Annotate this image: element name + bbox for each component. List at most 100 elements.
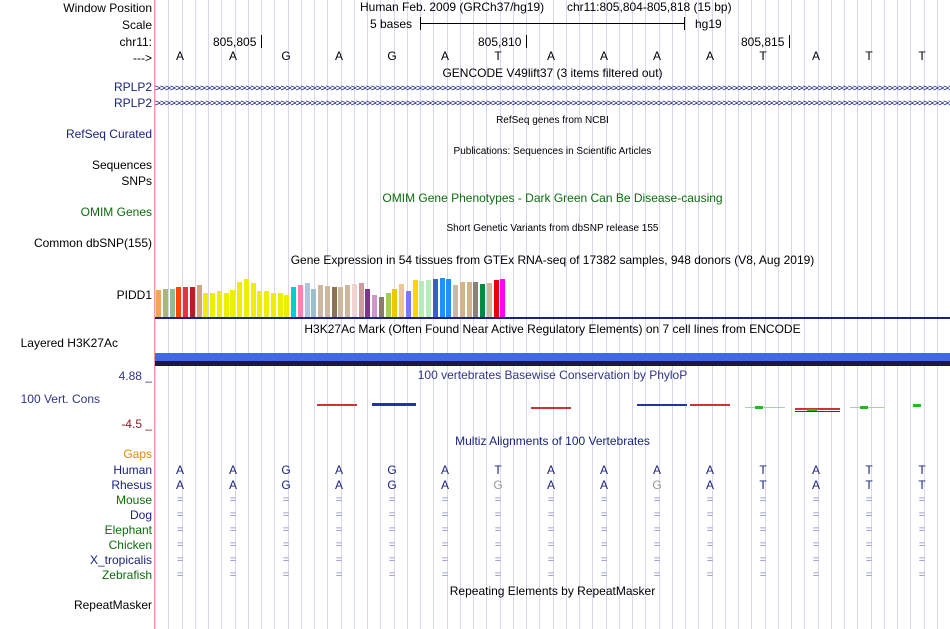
gtex-tissue-bar[interactable] — [196, 285, 202, 317]
human-base: T — [918, 463, 926, 477]
aligned-same-base: = — [706, 509, 714, 521]
label-common-dbsnp[interactable]: Common dbSNP(155) — [33, 236, 152, 250]
gtex-tissue-bar[interactable] — [169, 289, 175, 317]
aligned-same-base: = — [600, 494, 608, 506]
gtex-tissue-bar[interactable] — [405, 291, 411, 317]
gtex-tissue-bar[interactable] — [338, 287, 344, 317]
gtex-tissue-bar[interactable] — [466, 282, 472, 317]
gtex-tissue-bar[interactable] — [223, 293, 229, 317]
gtex-expression-bars[interactable] — [155, 268, 535, 318]
gtex-tissue-bar[interactable] — [513, 293, 519, 317]
gtex-tissue-bar[interactable] — [345, 285, 350, 317]
label-refseq-curated[interactable]: RefSeq Curated — [65, 127, 152, 141]
label-layered-h3k27ac[interactable]: Layered H3K27Ac — [20, 336, 118, 350]
gtex-tissue-bar[interactable] — [500, 279, 506, 317]
gtex-tissue-bar[interactable] — [493, 280, 499, 317]
label-human[interactable]: Human — [113, 463, 152, 477]
label-omim-genes[interactable]: OMIM Genes — [80, 205, 152, 219]
gtex-tissue-bar[interactable] — [318, 285, 323, 317]
gtex-tissue-bar[interactable] — [399, 284, 404, 317]
label-repeatmasker[interactable]: RepeatMasker — [73, 598, 152, 612]
gtex-tissue-bar[interactable] — [183, 287, 188, 317]
gtex-tissue-bar[interactable] — [486, 283, 492, 317]
label-chicken[interactable]: Chicken — [108, 538, 152, 552]
label-zebrafish[interactable]: Zebrafish — [101, 568, 152, 582]
gtex-tissue-bar[interactable] — [162, 289, 168, 317]
gtex-tissue-bar[interactable] — [264, 291, 269, 317]
label-snps[interactable]: SNPs — [121, 174, 152, 188]
gtex-tissue-bar[interactable] — [453, 285, 458, 317]
label-strand[interactable]: ---> — [133, 51, 152, 65]
gridline — [910, 0, 911, 629]
label-chrom[interactable]: chr11: — [119, 35, 152, 49]
gtex-tissue-bar[interactable] — [210, 293, 215, 317]
gtex-tissue-bar[interactable] — [372, 295, 377, 317]
gtex-tissue-bar[interactable] — [203, 293, 209, 317]
aligned-same-base: = — [547, 569, 555, 581]
gtex-tissue-bar[interactable] — [507, 281, 512, 317]
label-gaps[interactable]: Gaps — [123, 447, 152, 461]
gtex-tissue-bar[interactable] — [176, 287, 182, 317]
gtex-tissue-bar[interactable] — [432, 279, 438, 317]
gtex-tissue-bar[interactable] — [270, 293, 276, 317]
rhesus-base: T — [865, 478, 873, 492]
aligned-same-base: = — [229, 524, 237, 536]
label-pidd1[interactable]: PIDD1 — [116, 288, 152, 302]
label-100-vert-cons[interactable]: 100 Vert. Cons — [20, 392, 100, 406]
gtex-tissue-bar[interactable] — [358, 283, 364, 317]
gtex-tissue-bar[interactable] — [257, 291, 263, 317]
rplp2-gene-2[interactable]: >>>>>>>>>>>>>>>>>>>>>>>>>>>>>>>>>>>>>>>>… — [155, 99, 950, 109]
aligned-same-base: = — [282, 539, 290, 551]
gtex-tissue-bar[interactable] — [439, 278, 445, 317]
gtex-tissue-bar[interactable] — [473, 282, 479, 317]
label-scale[interactable]: Scale — [121, 18, 152, 32]
human-base: A — [811, 463, 820, 477]
aligned-same-base: = — [600, 524, 608, 536]
gtex-tissue-bar[interactable] — [446, 279, 452, 317]
gtex-tissue-bar[interactable] — [237, 282, 242, 317]
gtex-tissue-bar[interactable] — [324, 286, 330, 317]
gtex-tissue-bar[interactable] — [284, 295, 290, 317]
label-dog[interactable]: Dog — [129, 508, 152, 522]
label-rplp2-1[interactable]: RPLP2 — [113, 80, 152, 94]
gtex-tissue-bar[interactable] — [216, 291, 222, 317]
gtex-tissue-bar[interactable] — [385, 293, 391, 317]
gtex-tissue-bar[interactable] — [419, 281, 425, 317]
label-x-tropicalis[interactable]: X_tropicalis — [89, 553, 152, 567]
gtex-tissue-bar[interactable] — [351, 284, 357, 317]
gtex-tissue-bar[interactable] — [365, 289, 371, 317]
gtex-tissue-bar[interactable] — [459, 282, 465, 317]
label-sequences[interactable]: Sequences — [91, 158, 152, 172]
human-base: T — [865, 463, 873, 477]
aligned-same-base: = — [282, 524, 290, 536]
gtex-tissue-bar[interactable] — [311, 289, 317, 317]
gtex-tissue-bar[interactable] — [304, 283, 310, 317]
label-elephant[interactable]: Elephant — [104, 523, 152, 537]
aligned-same-base: = — [335, 524, 343, 536]
aligned-same-base: = — [229, 509, 237, 521]
rhesus-base: A — [334, 478, 343, 492]
gtex-tissue-bar[interactable] — [230, 290, 236, 317]
human-base: A — [440, 463, 449, 477]
gtex-tissue-bar[interactable] — [392, 289, 398, 317]
gtex-tissue-bar[interactable] — [277, 293, 283, 317]
gtex-tissue-bar[interactable] — [378, 297, 384, 317]
gtex-tissue-bar[interactable] — [331, 287, 337, 317]
gtex-tissue-bar[interactable] — [426, 280, 431, 317]
rhesus-base: A — [811, 478, 820, 492]
gtex-tissue-bar[interactable] — [189, 287, 195, 317]
gtex-tissue-bar[interactable] — [291, 287, 296, 317]
label-rplp2-2[interactable]: RPLP2 — [113, 96, 152, 110]
reference-base: A — [811, 49, 820, 63]
label-window-position[interactable]: Window Position — [63, 1, 152, 15]
gtex-tissue-bar[interactable] — [156, 290, 161, 317]
label-rhesus[interactable]: Rhesus — [111, 478, 152, 492]
track-image[interactable]: Human Feb. 2009 (GRCh37/hg19) chr11:805,… — [155, 0, 950, 629]
gtex-tissue-bar[interactable] — [250, 283, 256, 317]
gtex-tissue-bar[interactable] — [480, 284, 485, 317]
label-mouse[interactable]: Mouse — [115, 493, 152, 507]
rplp2-gene-1[interactable]: >>>>>>>>>>>>>>>>>>>>>>>>>>>>>>>>>>>>>>>>… — [155, 84, 950, 94]
gtex-tissue-bar[interactable] — [243, 279, 249, 317]
gtex-tissue-bar[interactable] — [412, 280, 418, 317]
gtex-tissue-bar[interactable] — [297, 285, 303, 317]
